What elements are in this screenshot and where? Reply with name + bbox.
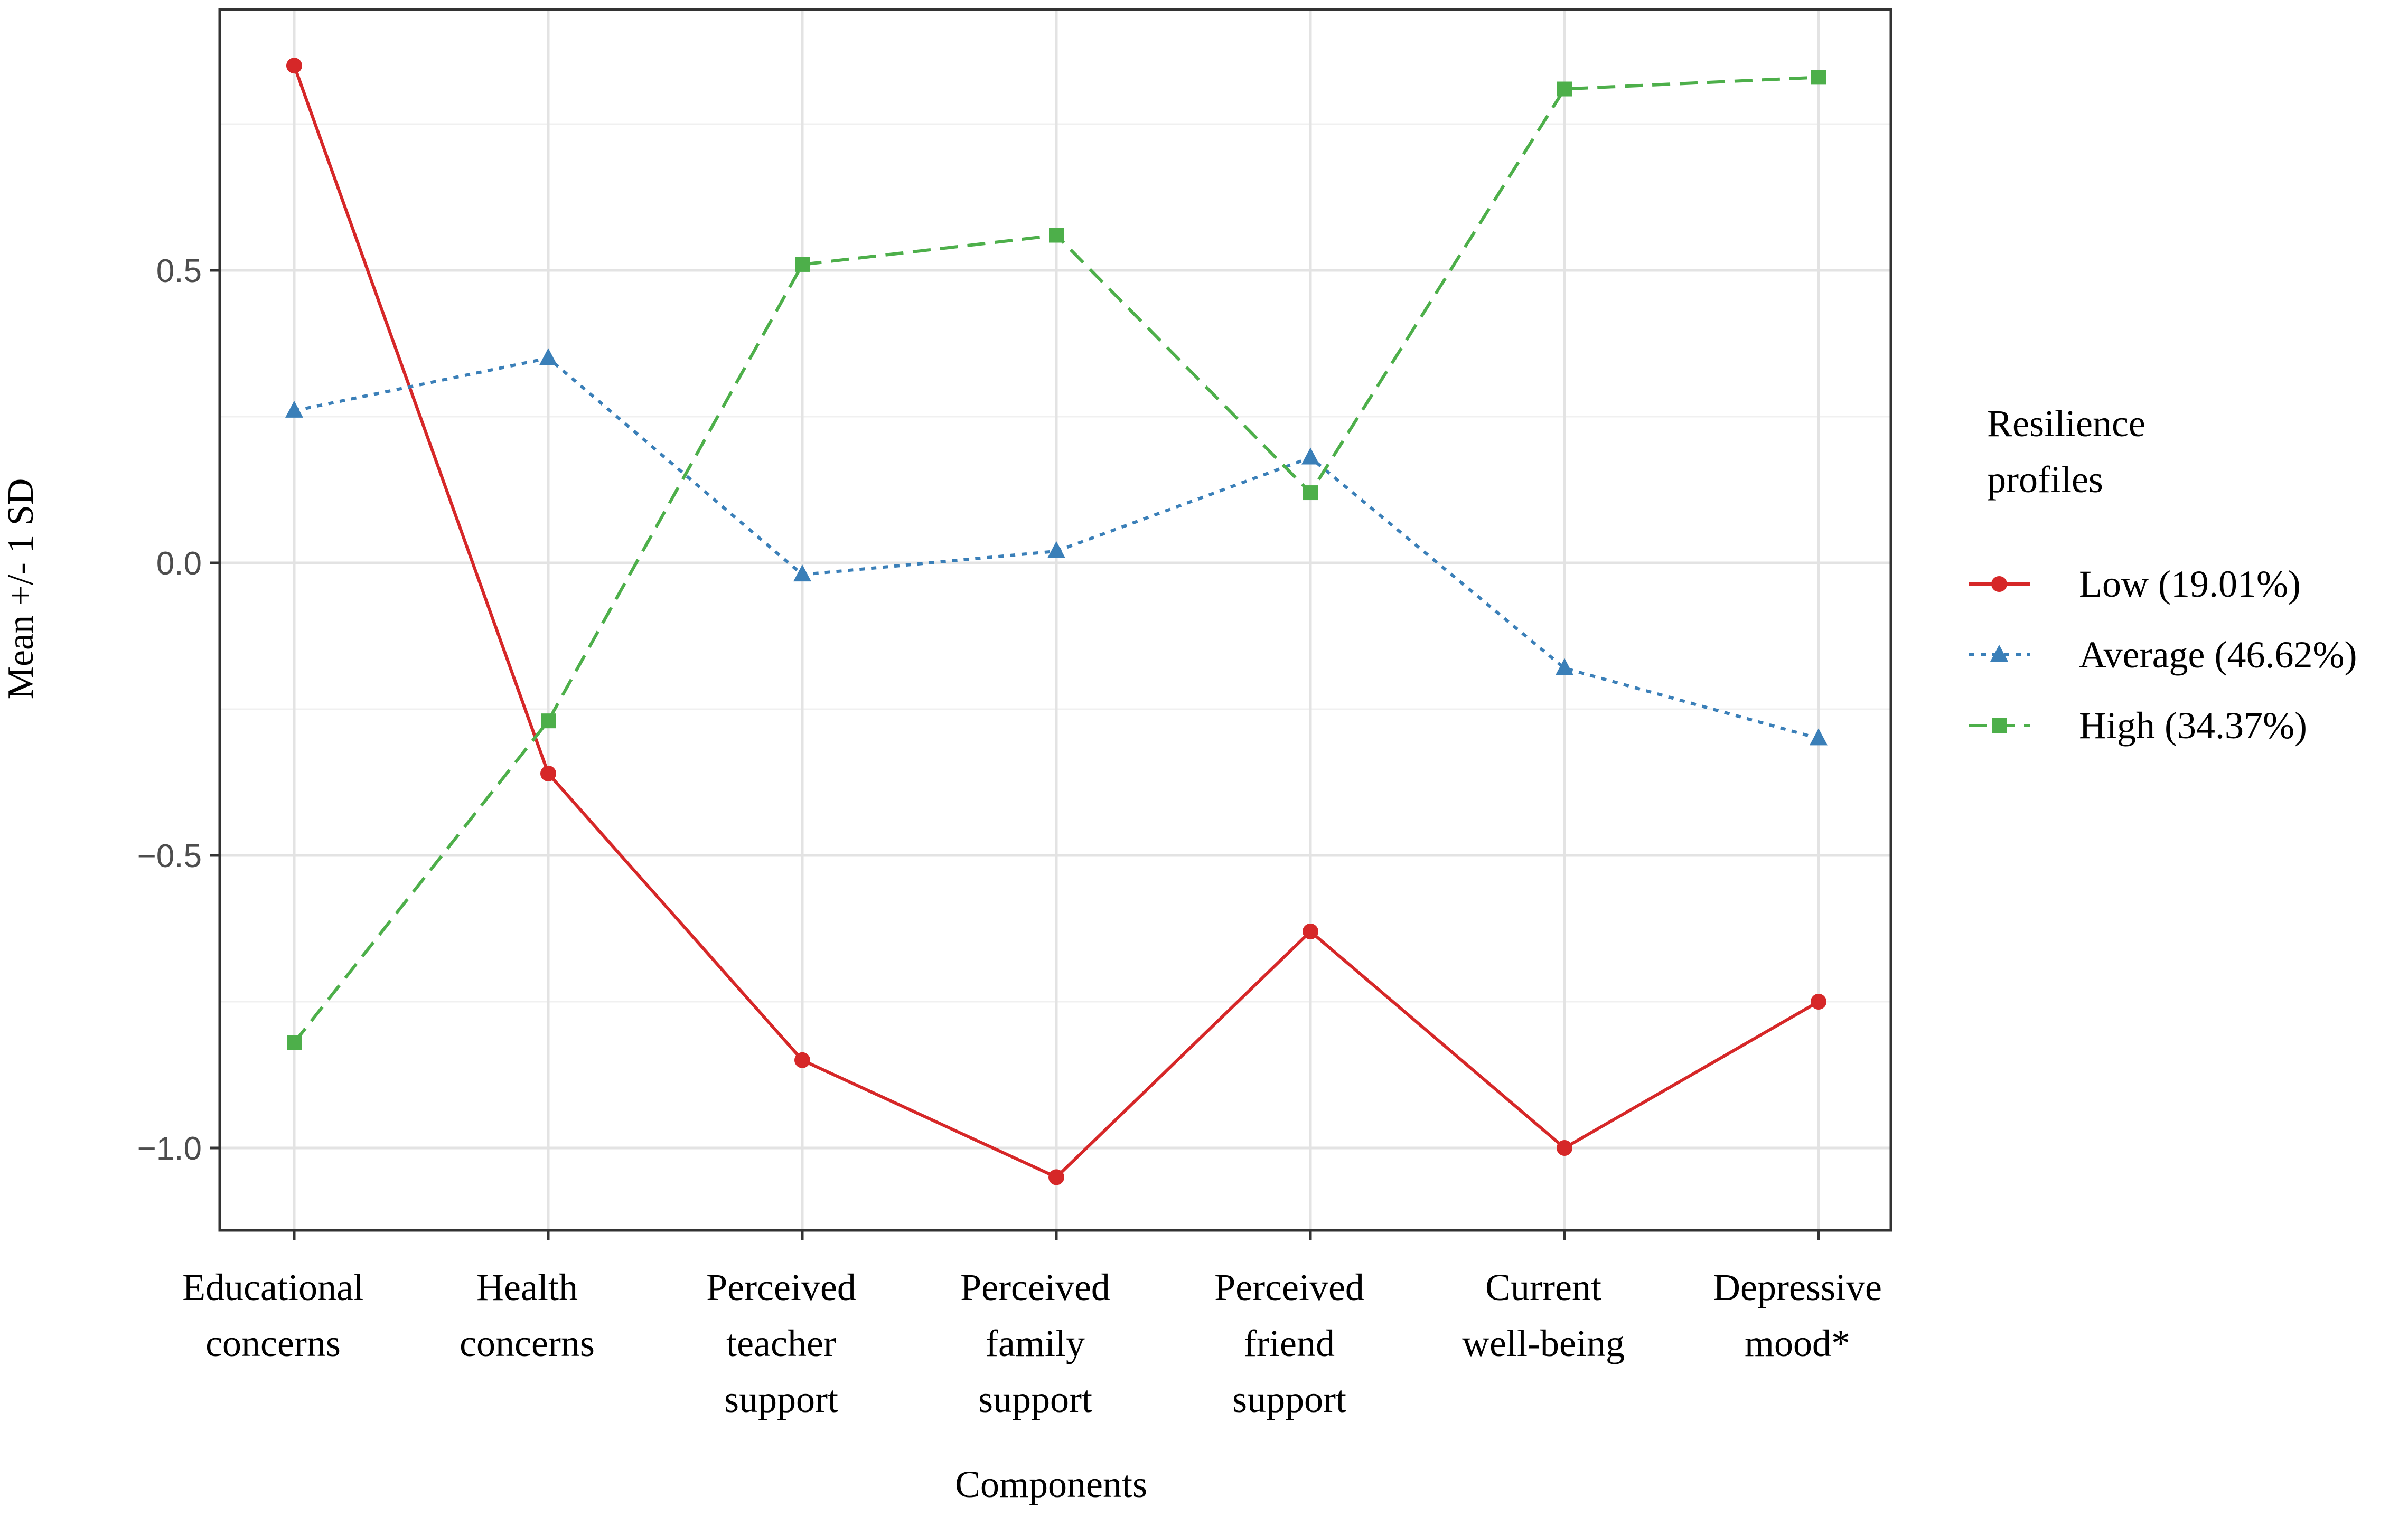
x-tick-label: Current well-being bbox=[1462, 1266, 1625, 1364]
legend-title: Resilience profiles bbox=[1987, 402, 2145, 501]
series-0 bbox=[286, 58, 1826, 1185]
data-point-0-1 bbox=[540, 765, 556, 781]
data-point-0-2 bbox=[794, 1052, 810, 1068]
x-tick-label-line: concerns bbox=[460, 1322, 595, 1364]
data-point-0-3 bbox=[1048, 1169, 1064, 1185]
legend-item-2: High (34.37%) bbox=[1969, 704, 2307, 747]
series-layer bbox=[285, 58, 1828, 1185]
grid bbox=[220, 10, 1891, 1230]
data-point-1-6 bbox=[1810, 728, 1828, 746]
data-point-2-2 bbox=[795, 257, 810, 272]
x-tick-label-line: support bbox=[978, 1378, 1092, 1420]
x-tick-label: Perceived teacher support bbox=[706, 1266, 856, 1420]
data-point-2-0 bbox=[287, 1035, 302, 1050]
x-tick-label-line: well-being bbox=[1462, 1322, 1625, 1364]
series-1 bbox=[285, 348, 1828, 746]
legend-key-marker bbox=[1992, 718, 2007, 733]
x-tick-label-line: support bbox=[724, 1378, 838, 1420]
x-tick-label-line: teacher bbox=[726, 1322, 836, 1364]
x-tick-label: Educational concerns bbox=[182, 1266, 364, 1364]
x-tick-label-line: friend bbox=[1244, 1322, 1335, 1364]
x-axis-label: Components bbox=[955, 1463, 1147, 1505]
y-axis: 0.5 0.0 −0.5 −1.0 bbox=[137, 253, 220, 1167]
data-point-1-1 bbox=[539, 348, 557, 365]
legend-label: Low (19.01%) bbox=[2079, 563, 2301, 605]
x-tick-label: Perceived friend support bbox=[1214, 1266, 1364, 1420]
y-axis-label: Mean +/- 1 SD bbox=[1, 478, 41, 700]
x-tick-label: Depressive mood* bbox=[1713, 1266, 1882, 1364]
data-point-2-5 bbox=[1557, 81, 1572, 97]
x-tick-label-line: mood* bbox=[1745, 1322, 1850, 1364]
legend-item-1: Average (46.62%) bbox=[1969, 634, 2357, 676]
x-tick-label-line: Current bbox=[1485, 1266, 1601, 1308]
data-point-2-6 bbox=[1811, 70, 1826, 85]
data-point-2-1 bbox=[541, 713, 556, 729]
data-point-2-3 bbox=[1049, 228, 1064, 243]
legend: Resilience profiles Low (19.01%) Average (4… bbox=[1969, 402, 2357, 747]
legend-item-0: Low (19.01%) bbox=[1969, 563, 2301, 605]
x-tick-label-line: Perceived bbox=[706, 1266, 856, 1308]
x-tick-label-line: Perceived bbox=[1214, 1266, 1364, 1308]
data-point-0-5 bbox=[1557, 1140, 1572, 1156]
y-tick-label: −1.0 bbox=[137, 1131, 202, 1167]
legend-key-marker bbox=[1990, 645, 2008, 662]
data-point-1-4 bbox=[1301, 447, 1319, 465]
y-tick-label: 0.0 bbox=[156, 545, 202, 582]
data-point-0-0 bbox=[286, 58, 302, 74]
x-tick-label-line: concerns bbox=[205, 1322, 341, 1364]
x-tick-label-line: Health bbox=[476, 1266, 578, 1308]
legend-title-line: Resilience bbox=[1987, 402, 2145, 445]
legend-key-marker bbox=[1991, 576, 2007, 592]
x-tick-label: Perceived family support bbox=[960, 1266, 1110, 1420]
data-point-0-4 bbox=[1303, 924, 1318, 940]
data-point-1-2 bbox=[793, 564, 811, 582]
legend-title-line: profiles bbox=[1987, 458, 2103, 501]
legend-label: High (34.37%) bbox=[2079, 704, 2307, 747]
x-tick-label-line: Educational bbox=[182, 1266, 364, 1308]
data-point-1-5 bbox=[1556, 658, 1573, 675]
x-axis: Educational concerns Health concerns Perceiv… bbox=[182, 1230, 1882, 1420]
x-tick-label-line: Depressive bbox=[1713, 1266, 1882, 1308]
y-tick-label: −0.5 bbox=[137, 838, 202, 874]
legend-label: Average (46.62%) bbox=[2079, 634, 2357, 676]
data-point-2-4 bbox=[1303, 485, 1318, 501]
data-point-1-3 bbox=[1047, 541, 1065, 558]
y-tick-label: 0.5 bbox=[156, 253, 202, 289]
data-point-0-6 bbox=[1811, 994, 1826, 1010]
x-tick-label-line: family bbox=[986, 1322, 1085, 1364]
series-2 bbox=[287, 70, 1826, 1050]
x-tick-label-line: Perceived bbox=[960, 1266, 1110, 1308]
data-point-1-0 bbox=[285, 400, 303, 418]
x-tick-label-line: support bbox=[1232, 1378, 1346, 1420]
x-tick-label: Health concerns bbox=[460, 1266, 595, 1364]
